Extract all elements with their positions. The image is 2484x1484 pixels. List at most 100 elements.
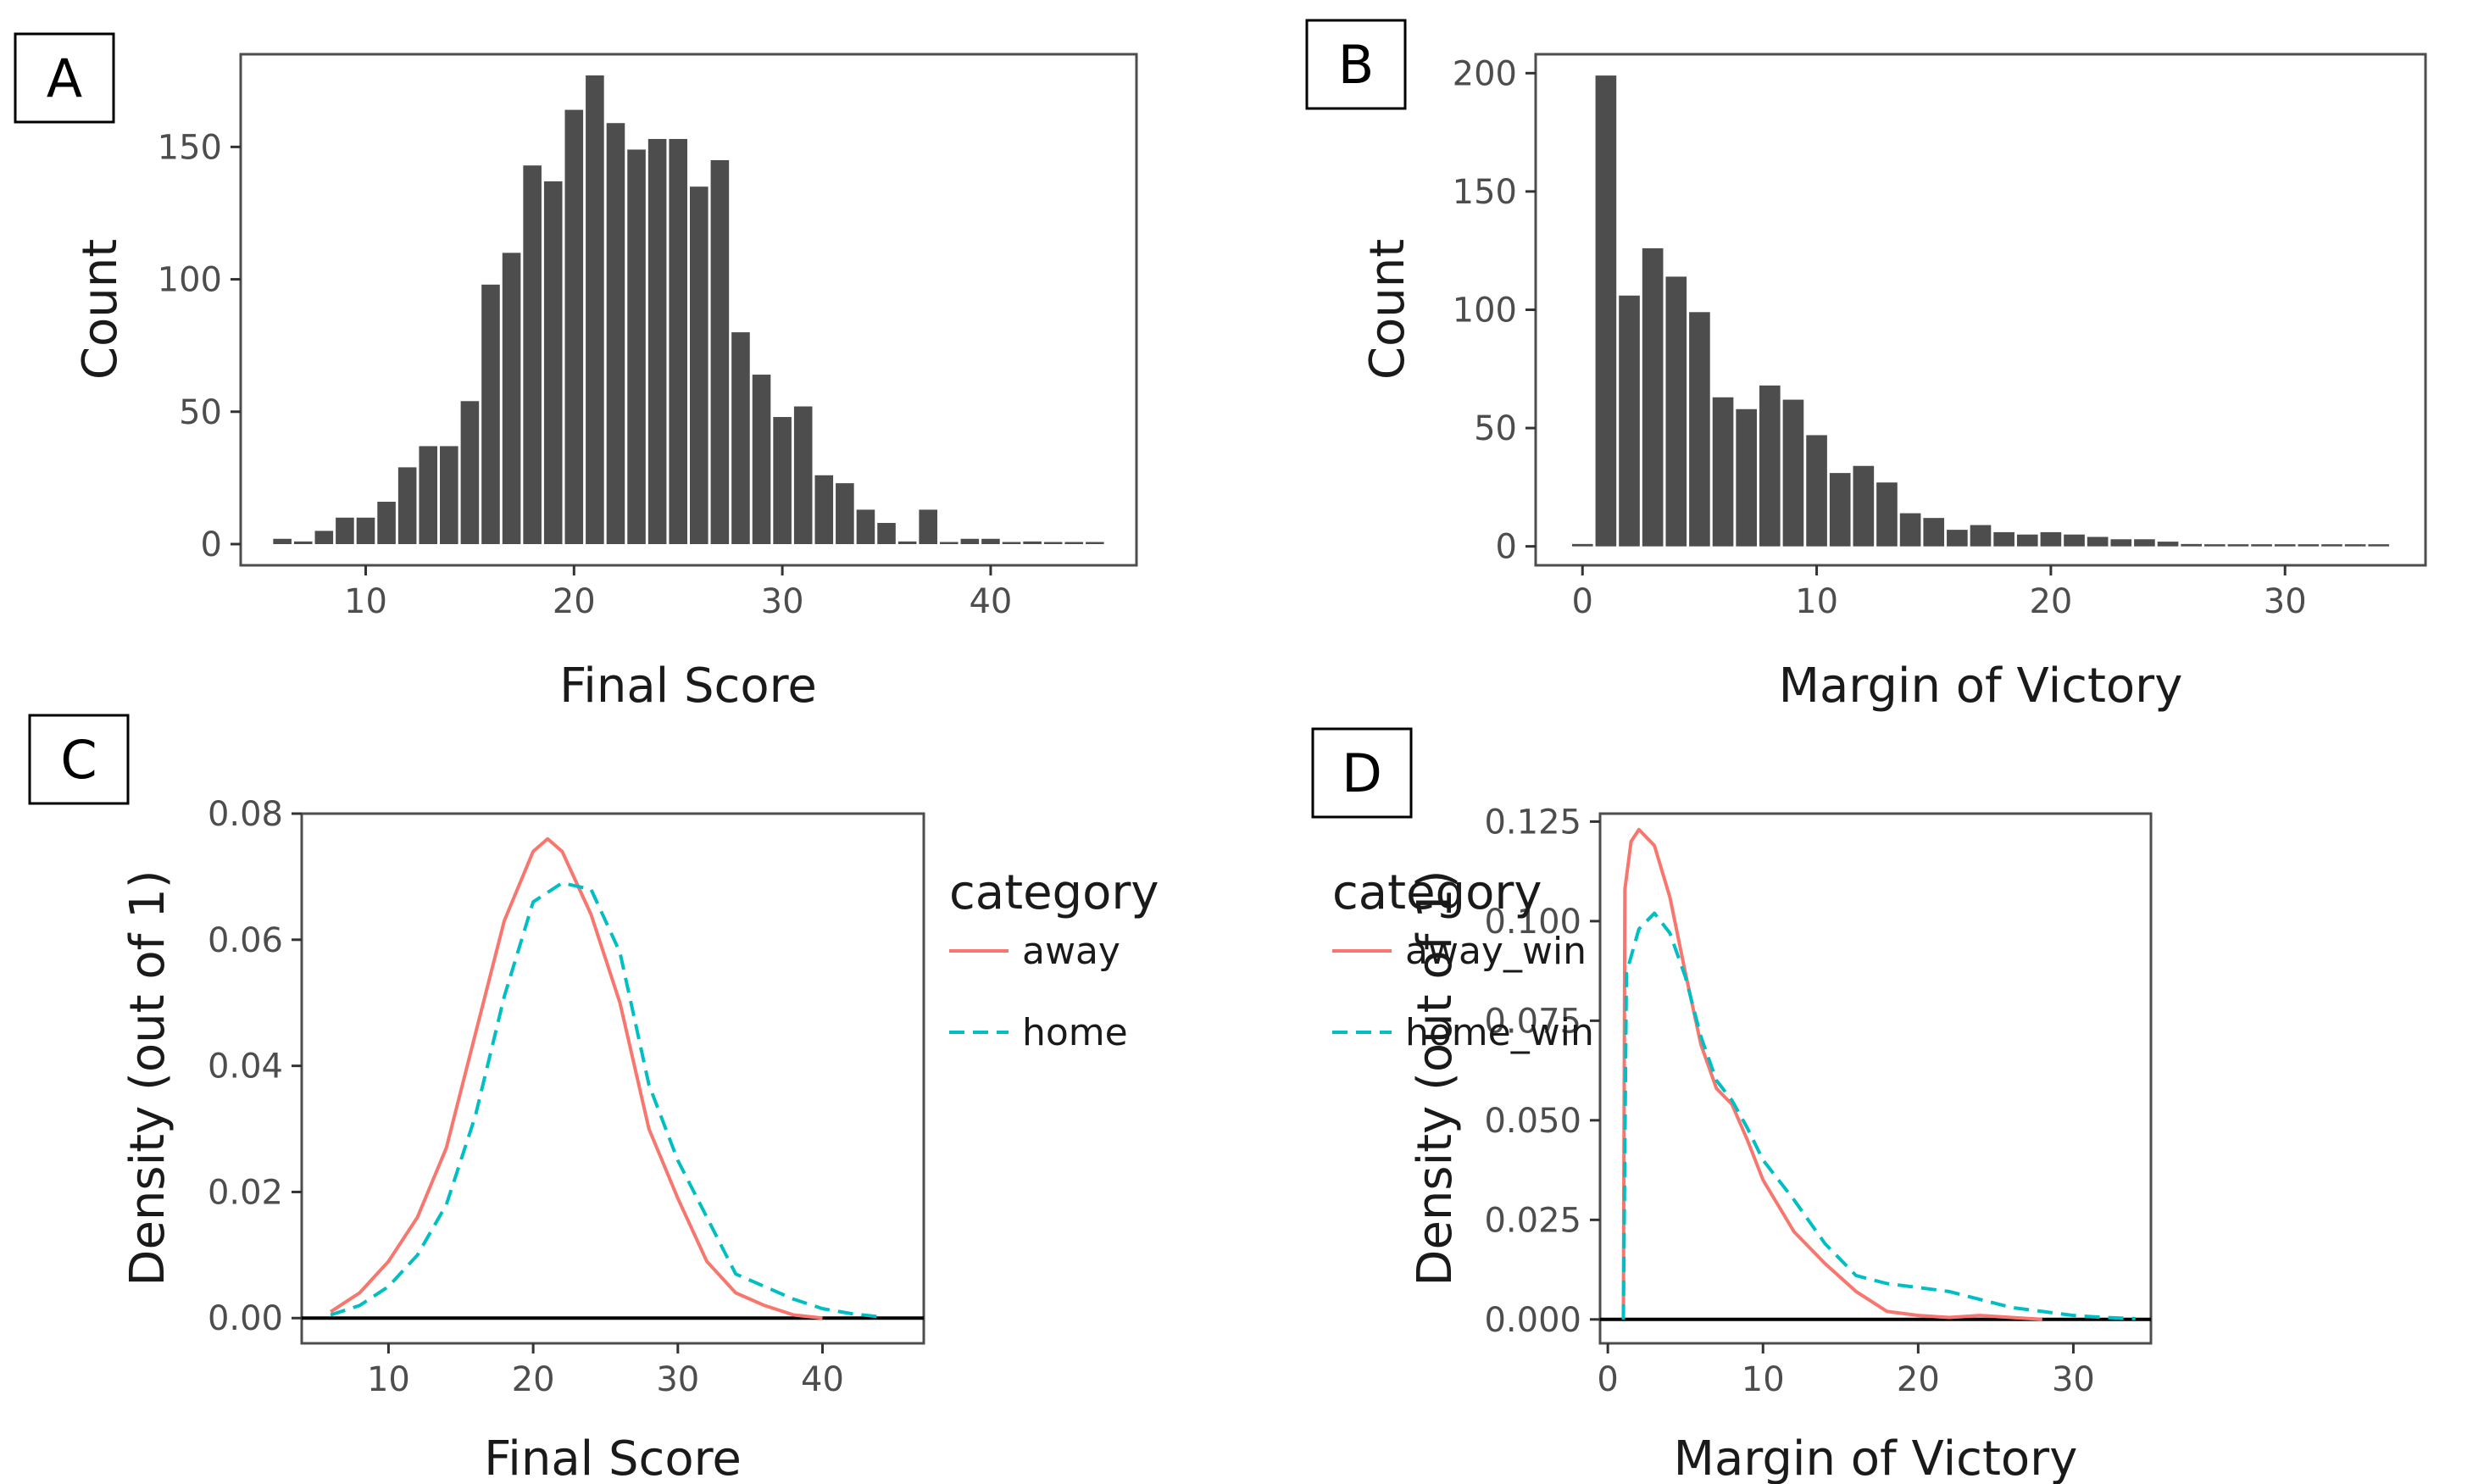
panel-d-legend: category away_win home_win [1332,865,1594,1054]
panel-a-bar [273,538,292,545]
panel-b-bar [2181,543,2202,547]
panel-b-bar [2016,534,2038,547]
panel-a-bar [856,509,875,545]
panel-d-x-axis: 0 10 20 30 [1597,1343,2095,1399]
panel-d-lines [1600,827,2151,1321]
panel-a-x-tick-label: 30 [761,582,804,621]
panel-a-bar [1064,542,1084,545]
panel-a-bar [377,502,396,545]
panel-b-bar [1923,518,1945,547]
panel-a-bar [336,517,354,545]
panel-a-y-tick-label: 50 [179,393,222,432]
panel-b-bar [1759,385,1781,547]
panel-b-bar [2157,542,2179,547]
panel-d-x-tick-label: 0 [1597,1360,1618,1399]
panel-a-bar [564,109,584,545]
panel-c-x-axis: 10 20 30 40 [367,1343,844,1399]
panel-b-bar [1829,473,1851,547]
panel-d-x-tick-label: 10 [1742,1360,1785,1399]
panel-d-legend-label-away_win: away_win [1405,930,1587,973]
panel-b-bar [1642,247,1664,547]
panel-b-y-tick-label: 200 [1453,54,1517,93]
panel-d-y-tick-label: 0.125 [1484,803,1581,842]
panel-a-y-axis: 0 50 100 150 [158,128,241,564]
panel-b-bar [2064,534,2085,547]
panel-a-bar [460,401,480,545]
panel-a-bar [814,475,834,545]
panel-a-bar [1023,541,1042,545]
panel-c-y-tick-label: 0.04 [208,1048,283,1087]
panel-b-letter: B [1338,34,1375,96]
panel-c-plot-frame [300,812,925,1345]
panel-a-bar [919,509,937,545]
panel-d-x-tick-label: 30 [2052,1360,2095,1399]
panel-a-x-axis: 10 20 30 40 [344,565,1012,621]
panel-a-bar [356,517,375,545]
panel-d-letter: D [1342,742,1382,804]
panel-c-y-axis-title: Density (out of 1) [120,870,175,1286]
panel-a-bar [897,541,917,545]
panel-b-bar [2298,544,2320,547]
panel-d-series-away_win [1621,827,2042,1321]
panel-b-bar [2227,544,2249,547]
panel-c-y-tick-label: 0.02 [208,1173,283,1212]
panel-b-letter-box [1305,19,1407,110]
panel-a-bar [543,181,563,545]
panel-a-bar [1086,542,1104,545]
panel-b-y-axis: 0 50 100 150 200 [1453,54,1536,567]
panel-c-x-tick-label: 40 [801,1360,844,1399]
panel-d-y-axis: 0.000 0.025 0.050 0.075 0.100 0.125 [1484,803,1600,1340]
panel-b-x-tick-label: 20 [2029,582,2072,621]
panel-d-density-margin-of-victory: 0 10 20 30 0.000 0.025 0.050 0.075 0.100 0.125 M… [1311,727,2153,1484]
panel-a-bar [481,284,500,545]
panel-b-y-tick-label: 100 [1453,292,1517,331]
panel-c-letter: C [60,729,97,791]
panel-b-bar [1970,525,1992,547]
panel-b-x-axis-title: Margin of Victory [1779,659,2183,714]
panel-a-letter: A [47,47,82,109]
panel-c-series-home [330,881,881,1319]
panel-b-x-axis: 0 10 20 30 [1572,565,2307,621]
panel-a-bar [523,165,542,545]
panel-c-x-tick-label: 10 [367,1360,410,1399]
panel-b-bar [1876,482,1898,547]
panel-a-bar [877,523,896,545]
panel-a-bar [793,406,813,545]
panel-d-legend-label-home_win: home_win [1405,1011,1594,1054]
panel-a-bar [1043,542,1063,545]
panel-a-bar [690,186,709,545]
panel-a-x-tick-label: 10 [344,582,387,621]
panel-b-bar [1899,513,1921,547]
panel-d-series-home_win [1621,911,2136,1320]
panel-a-bar [960,538,980,545]
panel-a-x-tick-label: 20 [553,582,596,621]
panel-c-x-tick-label: 30 [656,1360,699,1399]
panel-a-bar [440,446,458,545]
panel-a-bar [397,467,417,545]
panel-a-bar [293,541,313,545]
panel-a-bar [502,253,521,545]
panel-b-bar [2368,544,2390,547]
panel-c-y-tick-label: 0.00 [208,1299,283,1338]
panel-d-letter-box [1311,727,1413,819]
panel-b-bar [1993,531,2014,547]
panel-b-bar [1619,295,1640,547]
panel-b-bar [1712,397,1734,547]
panel-b-bar [2110,539,2132,547]
panel-b-bar [2274,544,2296,547]
panel-d-y-tick-label: 0.075 [1484,1002,1581,1041]
panel-d-x-axis-title: Margin of Victory [1674,1431,2078,1484]
panel-b-bar [1853,465,1875,547]
panel-c-x-axis-title: Final Score [484,1431,742,1484]
panel-b-y-tick-label: 50 [1474,409,1517,448]
panel-a-y-axis-title: Count [73,239,128,380]
panel-c-y-axis: 0.00 0.02 0.04 0.06 0.08 [208,795,302,1338]
panel-b-bar [2251,544,2272,547]
panel-b-bar [2321,544,2342,547]
panel-b-bar [1947,530,1968,547]
panel-a-bar [752,375,771,545]
panel-c-legend-label-away: away [1022,930,1120,973]
panel-b-bar [2087,536,2109,547]
panel-c-series-away [330,836,823,1320]
panel-b-x-tick-label: 10 [1795,582,1838,621]
